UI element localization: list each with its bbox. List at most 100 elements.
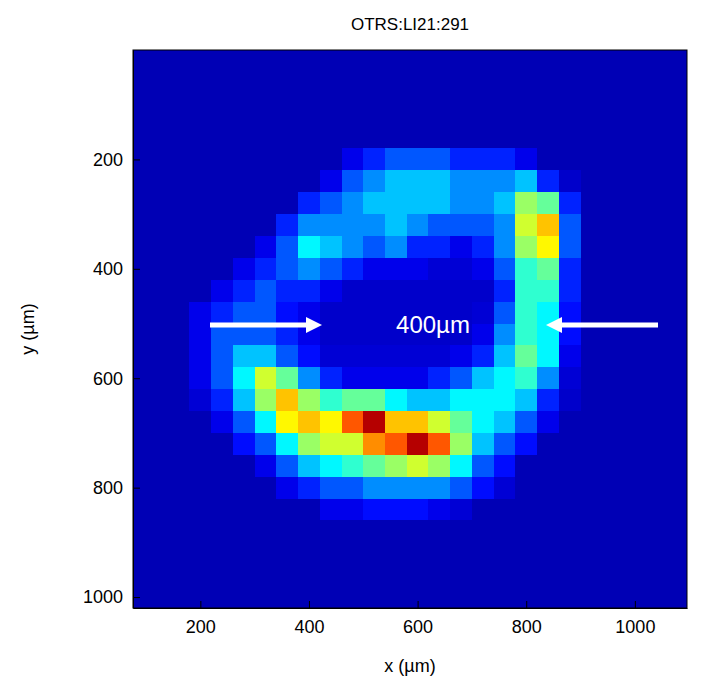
heat-cell [189, 345, 211, 367]
heat-cell [298, 564, 320, 586]
heat-cell [581, 50, 603, 62]
heat-cell [450, 367, 472, 389]
title: OTRS:LI21:291 [351, 15, 469, 34]
heat-cell [211, 236, 233, 258]
heat-cell [255, 170, 277, 192]
heat-cell [472, 170, 494, 192]
heat-cell [646, 148, 668, 170]
heat-cell [211, 455, 233, 477]
heat-cell [168, 433, 190, 455]
heat-cell [559, 433, 581, 455]
heat-cell [298, 520, 320, 542]
heat-cell [233, 367, 255, 389]
heat-cell [472, 148, 494, 170]
heat-cell [581, 542, 603, 564]
heat-cell [342, 499, 364, 521]
heat-cell [363, 542, 385, 564]
y-tick-mark [133, 159, 140, 160]
heat-cell [233, 499, 255, 521]
x-axis: 2004006008001000 [134, 601, 688, 637]
heat-cell [428, 367, 450, 389]
x-tick: 600 [403, 601, 433, 637]
heat-cell [146, 50, 168, 62]
heat-cell [385, 345, 407, 367]
heat-cell [515, 170, 537, 192]
heat-cell [363, 367, 385, 389]
heat-cell [537, 61, 559, 83]
heat-cell [233, 236, 255, 258]
heat-cell [168, 61, 190, 83]
heat-cell [363, 433, 385, 455]
heat-cell [363, 258, 385, 280]
heat-cell [298, 499, 320, 521]
y-tick-label: 200 [93, 150, 123, 170]
heat-cell [342, 433, 364, 455]
y-tick-label: 1000 [83, 587, 123, 607]
heat-cell [385, 455, 407, 477]
heat-cell [494, 214, 516, 236]
heat-cell [494, 367, 516, 389]
heat-cell [667, 148, 687, 170]
heat-cell [472, 258, 494, 280]
heat-cell [276, 61, 298, 83]
plot-frame [133, 50, 687, 608]
heat-cell [428, 520, 450, 542]
heat-cell [624, 564, 646, 586]
heat-cell [255, 564, 277, 586]
heat-cell [624, 280, 646, 302]
heat-cell [342, 411, 364, 433]
heat-cell [428, 148, 450, 170]
heat-cell [428, 455, 450, 477]
heat-cell [581, 148, 603, 170]
heat-cell [342, 61, 364, 83]
heat-cell [602, 389, 624, 411]
heat-cell [472, 345, 494, 367]
heat-cell [189, 499, 211, 521]
heat-cell [342, 214, 364, 236]
heat-cell [646, 433, 668, 455]
heat-cell [146, 324, 168, 346]
heat-cell [211, 586, 233, 608]
heat-cell [146, 61, 168, 83]
x-tick-mark [526, 601, 527, 608]
heat-cell [298, 258, 320, 280]
heat-cell [211, 83, 233, 105]
heat-cell [146, 367, 168, 389]
heat-cell [667, 170, 687, 192]
heat-cell [298, 586, 320, 608]
heat-cell [342, 302, 364, 324]
heat-cell [537, 389, 559, 411]
heat-cell [168, 345, 190, 367]
heat-cell [537, 542, 559, 564]
heat-cell [581, 61, 603, 83]
heat-cell [407, 389, 429, 411]
heat-cell [133, 236, 147, 258]
heat-cell [472, 127, 494, 149]
heat-cell [407, 520, 429, 542]
annotation-arrow [210, 323, 314, 328]
heat-cell [646, 280, 668, 302]
heat-cell [515, 520, 537, 542]
y-tick: 400 [93, 259, 140, 279]
heat-cell [276, 170, 298, 192]
heat-cell [407, 105, 429, 127]
heat-cell [515, 499, 537, 521]
heat-cell [320, 127, 342, 149]
heat-cell [385, 411, 407, 433]
x-tick-mark [200, 601, 201, 608]
heat-cell [407, 345, 429, 367]
heat-cell [276, 564, 298, 586]
heat-cell [320, 83, 342, 105]
y-tick-mark [133, 378, 140, 379]
heat-cell [168, 105, 190, 127]
heat-cell [559, 83, 581, 105]
heat-cell [168, 302, 190, 324]
heat-cell [667, 411, 687, 433]
heat-cell [146, 280, 168, 302]
heat-cell [211, 520, 233, 542]
heat-cell [667, 105, 687, 127]
heat-cell [255, 61, 277, 83]
heat-cell [494, 520, 516, 542]
heat-cell [624, 127, 646, 149]
heat-cell [146, 411, 168, 433]
